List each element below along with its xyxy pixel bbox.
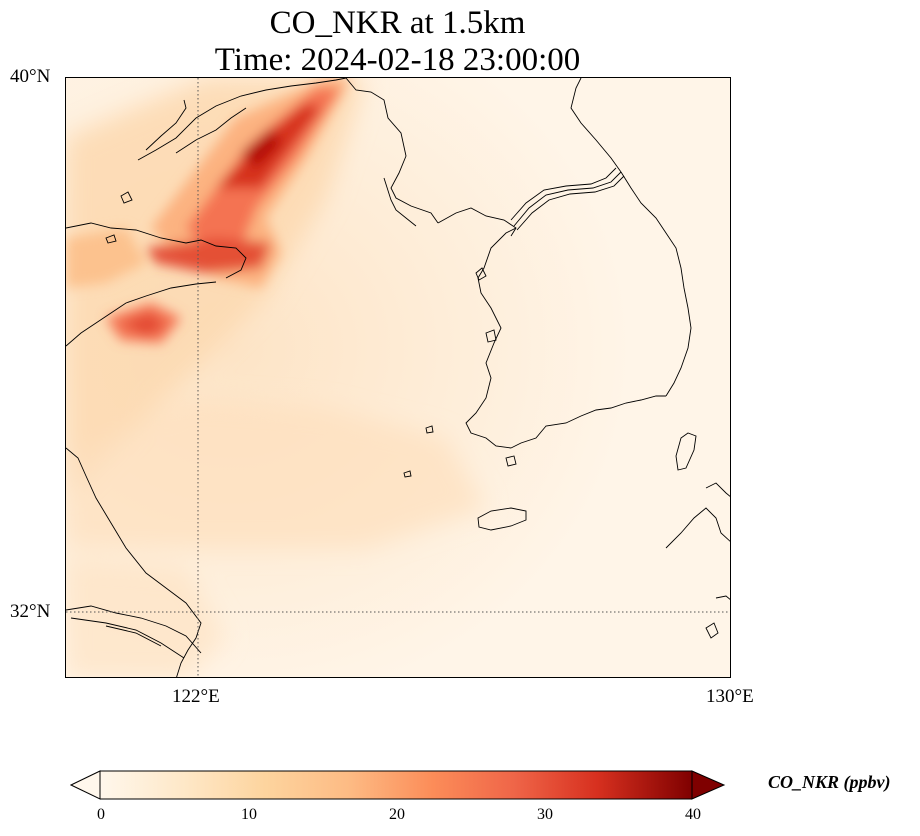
colorbar-label: CO_NKR (ppbv) [768, 772, 891, 792]
colorbar-extend-min [70, 770, 101, 800]
map-canvas [66, 78, 730, 677]
map-title: CO_NKR at 1.5km [269, 5, 526, 41]
lat-tick-32N: 32°N [10, 601, 51, 622]
map-panel[interactable] [65, 77, 731, 678]
colorbar-extend-max [691, 770, 726, 800]
colorbar-tick: 10 [241, 806, 257, 823]
colorbar [70, 770, 726, 800]
coastlines [66, 78, 730, 677]
colorbar-tick: 40 [685, 806, 701, 823]
colorbar-tick: 30 [537, 806, 553, 823]
colorbar-gradient [100, 771, 692, 799]
lon-tick-130E: 130°E [706, 686, 754, 707]
lon-tick-122E: 122°E [172, 686, 220, 707]
concentration-field-low [66, 78, 486, 677]
colorbar-tick: 0 [97, 806, 105, 823]
concentration-field-plume[interactable] [66, 78, 351, 343]
lat-tick-40N: 40°N [10, 66, 51, 87]
map-subtitle-time: Time: 2024-02-18 23:00:00 [214, 42, 581, 78]
colorbar-tick: 20 [389, 806, 405, 823]
